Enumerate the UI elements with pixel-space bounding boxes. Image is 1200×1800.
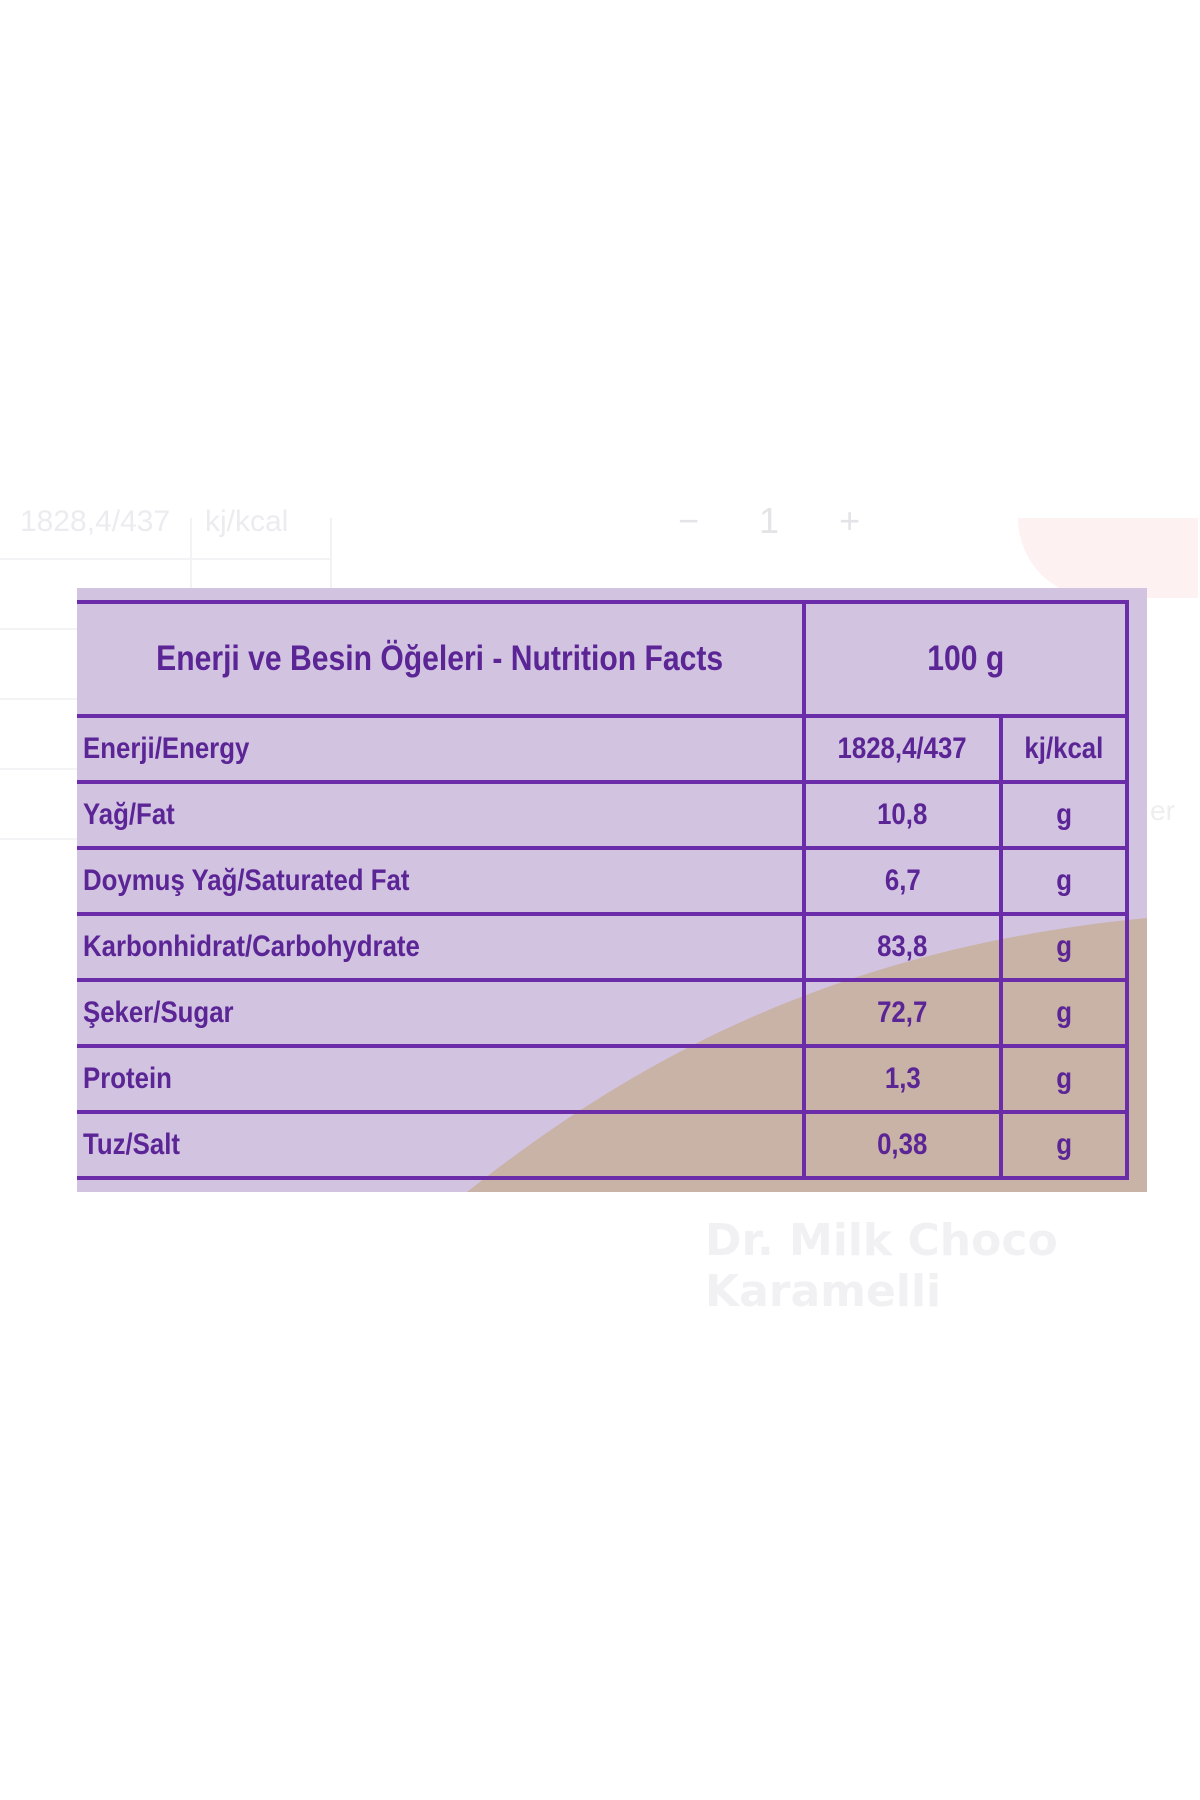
table-row: Şeker/Sugar 72,7 g xyxy=(77,978,1129,1048)
nutrient-name: Protein xyxy=(83,1062,172,1095)
nutrient-value-cell: 1828,4/437 xyxy=(802,714,1003,784)
nutrient-value: 10,8 xyxy=(877,798,928,831)
nutrient-value: 72,7 xyxy=(877,996,928,1029)
nutrient-unit: g xyxy=(1056,930,1072,963)
nutrient-unit-cell: g xyxy=(999,846,1129,916)
table-row: Protein 1,3 g xyxy=(77,1044,1129,1114)
amount-header: 100 g xyxy=(927,639,1004,678)
table-row: Yağ/Fat 10,8 g xyxy=(77,780,1129,850)
nutrition-facts-table: Enerji ve Besin Öğeleri - Nutrition Fact… xyxy=(77,600,1129,1180)
nutrient-name-cell: Şeker/Sugar xyxy=(77,978,806,1048)
table-row: Enerji/Energy 1828,4/437 kj/kcal xyxy=(77,714,1129,784)
nutrient-name-cell: Protein xyxy=(77,1044,806,1114)
stepper-value: 1 xyxy=(759,500,840,541)
nutrient-unit-cell: g xyxy=(999,912,1129,982)
nutrient-unit-cell: g xyxy=(999,780,1129,850)
background-quantity-stepper: −1+ xyxy=(678,500,920,542)
nutrient-unit: kj/kcal xyxy=(1024,732,1104,765)
nutrient-value: 1828,4/437 xyxy=(837,732,968,765)
background-unit-cell: kj/kcal xyxy=(205,505,289,538)
stepper-plus: + xyxy=(839,500,921,541)
table-header-row: Enerji ve Besin Öğeleri - Nutrition Fact… xyxy=(77,600,1129,718)
nutrient-value-cell: 83,8 xyxy=(802,912,1003,982)
table-row: Karbonhidrat/Carbohydrate 83,8 g xyxy=(77,912,1129,982)
nutrient-name-cell: Tuz/Salt xyxy=(77,1110,806,1180)
nutrient-unit-cell: g xyxy=(999,1044,1129,1114)
nutrient-name-cell: Karbonhidrat/Carbohydrate xyxy=(77,912,806,982)
nutrient-value: 0,38 xyxy=(877,1128,928,1161)
nutrient-name: Şeker/Sugar xyxy=(83,996,234,1029)
nutrient-unit-cell: g xyxy=(999,1110,1129,1180)
background-product-title: Dr. Milk Choco Karamelli xyxy=(705,1215,1058,1317)
nutrient-name-cell: Doymuş Yağ/Saturated Fat xyxy=(77,846,806,916)
nutrient-unit-cell: kj/kcal xyxy=(999,714,1129,784)
nutrient-value-cell: 0,38 xyxy=(802,1110,1003,1180)
table-row: Tuz/Salt 0,38 g xyxy=(77,1110,1129,1180)
nutrition-label-panel: Enerji ve Besin Öğeleri - Nutrition Fact… xyxy=(77,588,1147,1192)
nutrient-unit-cell: g xyxy=(999,978,1129,1048)
background-text-fragment: er xyxy=(1150,795,1175,826)
nutrient-unit: g xyxy=(1056,1128,1072,1161)
nutrient-value-cell: 1,3 xyxy=(802,1044,1003,1114)
table-row: Doymuş Yağ/Saturated Fat 6,7 g xyxy=(77,846,1129,916)
amount-header-cell: 100 g xyxy=(802,600,1129,718)
nutrient-name: Karbonhidrat/Carbohydrate xyxy=(83,930,420,963)
nutrient-name: Tuz/Salt xyxy=(83,1128,180,1161)
nutrient-name: Yağ/Fat xyxy=(83,798,175,831)
nutrient-unit: g xyxy=(1056,1062,1072,1095)
background-energy-cell: 1828,4/437 xyxy=(20,505,171,538)
nutrient-name-cell: Yağ/Fat xyxy=(77,780,806,850)
nutrient-value-cell: 6,7 xyxy=(802,846,1003,916)
nutrient-value-cell: 72,7 xyxy=(802,978,1003,1048)
nutrient-unit: g xyxy=(1056,996,1072,1029)
nutrient-value: 1,3 xyxy=(884,1062,921,1095)
table-title: Enerji ve Besin Öğeleri - Nutrition Fact… xyxy=(155,639,724,678)
stepper-minus: − xyxy=(678,500,760,541)
nutrient-value: 83,8 xyxy=(877,930,928,963)
background-pink-shape xyxy=(1018,518,1198,598)
nutrient-value-cell: 10,8 xyxy=(802,780,1003,850)
table-title-cell: Enerji ve Besin Öğeleri - Nutrition Fact… xyxy=(77,600,806,718)
nutrient-name: Enerji/Energy xyxy=(83,732,250,765)
nutrient-unit: g xyxy=(1056,798,1072,831)
nutrient-value: 6,7 xyxy=(884,864,921,897)
nutrient-unit: g xyxy=(1056,864,1072,897)
nutrient-name-cell: Enerji/Energy xyxy=(77,714,806,784)
nutrient-name: Doymuş Yağ/Saturated Fat xyxy=(83,864,410,897)
